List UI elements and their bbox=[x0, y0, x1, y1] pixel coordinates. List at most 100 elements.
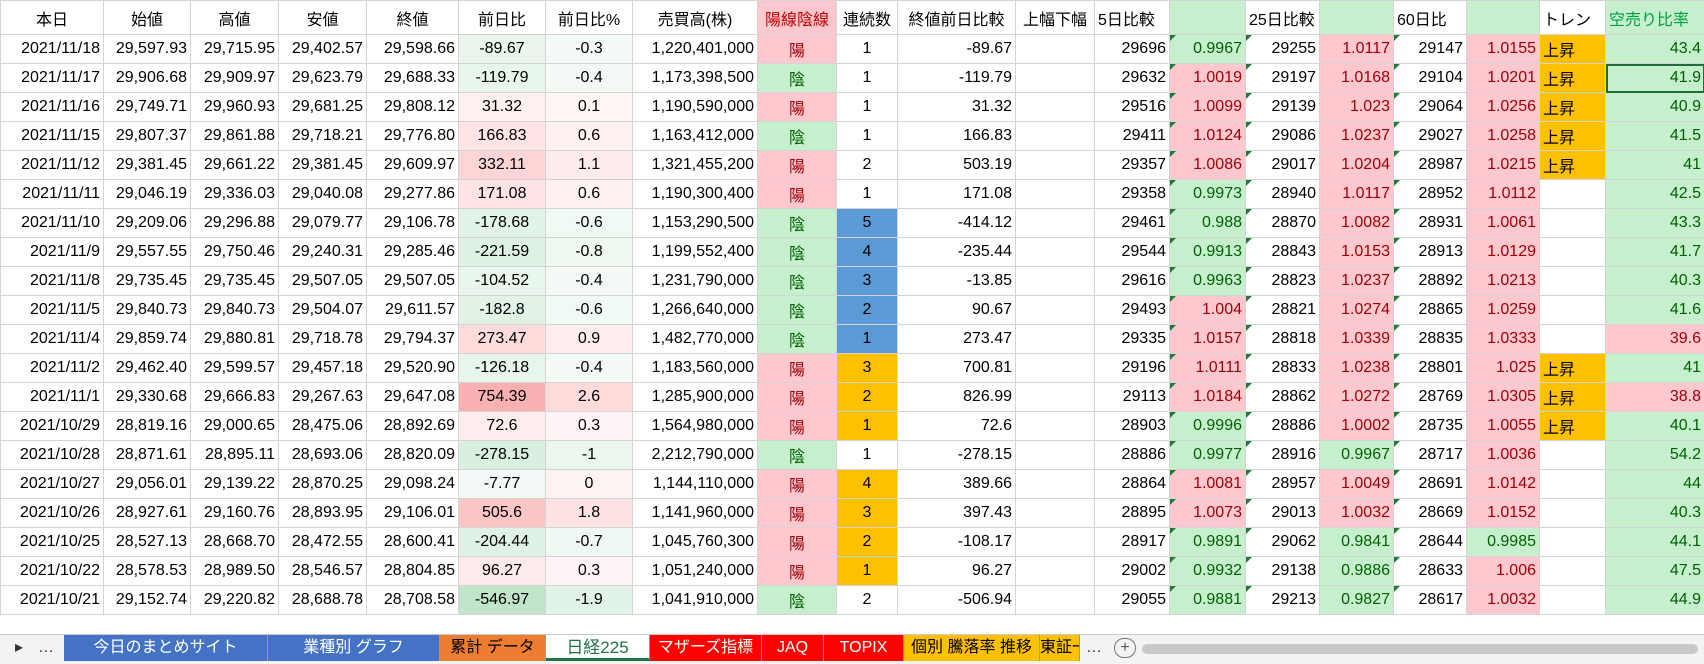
cell[interactable] bbox=[1015, 527, 1095, 557]
cell[interactable]: 1,183,560,000 bbox=[632, 353, 758, 383]
cell[interactable]: -546.97 bbox=[458, 585, 546, 615]
cell[interactable]: 28,927.61 bbox=[103, 498, 191, 528]
cell[interactable]: 29,661.22 bbox=[190, 150, 279, 180]
cell[interactable]: 1.006 bbox=[1466, 556, 1540, 586]
cell[interactable]: 1.025 bbox=[1466, 353, 1540, 383]
cell[interactable]: 31.32 bbox=[458, 92, 546, 122]
cell[interactable]: 28865 bbox=[1393, 295, 1467, 325]
cell[interactable]: 28833 bbox=[1245, 353, 1320, 383]
cell[interactable]: 0.6 bbox=[545, 121, 633, 151]
cell[interactable]: 1.0124 bbox=[1169, 121, 1246, 151]
sheet-tab[interactable]: ▸ bbox=[14, 639, 24, 656]
cell[interactable]: 28892 bbox=[1393, 266, 1467, 296]
cell[interactable] bbox=[1015, 411, 1095, 441]
cell[interactable]: 273.47 bbox=[458, 324, 546, 354]
cell[interactable]: 28987 bbox=[1393, 150, 1467, 180]
cell[interactable]: 陽 bbox=[757, 353, 837, 383]
cell[interactable]: 29,220.82 bbox=[190, 585, 279, 615]
cell[interactable]: -89.67 bbox=[458, 34, 546, 64]
cell[interactable]: 上昇 bbox=[1539, 121, 1606, 151]
cell[interactable]: 28669 bbox=[1393, 498, 1467, 528]
cell[interactable]: 1.0213 bbox=[1466, 266, 1540, 296]
cell[interactable]: 28,892.69 bbox=[366, 411, 459, 441]
cell[interactable] bbox=[1015, 324, 1095, 354]
cell[interactable]: 29,960.93 bbox=[190, 92, 279, 122]
cell[interactable]: 28,819.16 bbox=[103, 411, 191, 441]
header-cell[interactable]: 始値 bbox=[103, 0, 191, 35]
cell[interactable]: 44.1 bbox=[1605, 527, 1704, 557]
cell[interactable]: 陽 bbox=[757, 92, 837, 122]
cell[interactable]: 28,893.95 bbox=[278, 498, 367, 528]
cell[interactable]: -235.44 bbox=[897, 237, 1016, 267]
cell[interactable]: 陰 bbox=[757, 63, 837, 93]
cell[interactable]: 44 bbox=[1605, 469, 1704, 499]
cell[interactable]: 29616 bbox=[1094, 266, 1170, 296]
cell[interactable]: 29,139.22 bbox=[190, 469, 279, 499]
cell[interactable]: 29,688.33 bbox=[366, 63, 459, 93]
cell[interactable]: 2021/11/15 bbox=[0, 121, 104, 151]
cell[interactable]: 1.0157 bbox=[1169, 324, 1246, 354]
cell[interactable]: 29,504.07 bbox=[278, 295, 367, 325]
cell[interactable]: 4 bbox=[836, 237, 898, 267]
cell[interactable]: 72.6 bbox=[897, 411, 1016, 441]
cell[interactable]: 2021/11/9 bbox=[0, 237, 104, 267]
cell[interactable]: -221.59 bbox=[458, 237, 546, 267]
cell[interactable]: 28821 bbox=[1245, 295, 1320, 325]
cell[interactable]: 1.0073 bbox=[1169, 498, 1246, 528]
cell[interactable]: 1 bbox=[836, 63, 898, 93]
cell[interactable]: -0.4 bbox=[545, 353, 633, 383]
cell[interactable]: 28,668.70 bbox=[190, 527, 279, 557]
cell[interactable]: 28903 bbox=[1094, 411, 1170, 441]
cell[interactable]: 上昇 bbox=[1539, 353, 1606, 383]
cell[interactable]: 29,381.45 bbox=[103, 150, 191, 180]
cell[interactable]: 2 bbox=[836, 150, 898, 180]
cell[interactable]: 2021/11/18 bbox=[0, 34, 104, 64]
cell[interactable]: 1.0117 bbox=[1319, 179, 1394, 209]
cell[interactable]: 29,735.45 bbox=[190, 266, 279, 296]
cell[interactable]: 28864 bbox=[1094, 469, 1170, 499]
cell[interactable]: 28,688.78 bbox=[278, 585, 367, 615]
cell[interactable]: 29,457.18 bbox=[278, 353, 367, 383]
cell[interactable]: 2021/10/22 bbox=[0, 556, 104, 586]
cell[interactable]: 1 bbox=[836, 324, 898, 354]
cell[interactable]: -0.8 bbox=[545, 237, 633, 267]
sheet-tab[interactable]: 業種別 グラフ bbox=[268, 635, 440, 661]
cell[interactable]: 28843 bbox=[1245, 237, 1320, 267]
cell[interactable]: 29,609.97 bbox=[366, 150, 459, 180]
cell[interactable]: 2021/11/10 bbox=[0, 208, 104, 238]
cell[interactable]: 96.27 bbox=[458, 556, 546, 586]
cell[interactable]: 2021/11/11 bbox=[0, 179, 104, 209]
cell[interactable]: 28823 bbox=[1245, 266, 1320, 296]
cell[interactable]: 29,861.88 bbox=[190, 121, 279, 151]
cell[interactable]: 1,141,960,000 bbox=[632, 498, 758, 528]
cell[interactable]: 1.0333 bbox=[1466, 324, 1540, 354]
cell[interactable]: 陰 bbox=[757, 295, 837, 325]
cell[interactable]: 1,231,790,000 bbox=[632, 266, 758, 296]
header-cell[interactable]: 安値 bbox=[278, 0, 367, 35]
cell[interactable]: 40.3 bbox=[1605, 498, 1704, 528]
cell[interactable]: 陰 bbox=[757, 237, 837, 267]
cell[interactable]: 0.9881 bbox=[1169, 585, 1246, 615]
cell[interactable]: 2 bbox=[836, 527, 898, 557]
sheet-tab[interactable]: 日経225 bbox=[546, 635, 650, 661]
cell[interactable]: 29,381.45 bbox=[278, 150, 367, 180]
cell[interactable]: 陰 bbox=[757, 121, 837, 151]
cell[interactable]: -89.67 bbox=[897, 34, 1016, 64]
cell[interactable]: 503.19 bbox=[897, 150, 1016, 180]
cell[interactable]: 2021/10/26 bbox=[0, 498, 104, 528]
cell[interactable]: 28957 bbox=[1245, 469, 1320, 499]
cell[interactable] bbox=[1015, 208, 1095, 238]
cell[interactable]: 2 bbox=[836, 295, 898, 325]
cell[interactable]: 3 bbox=[836, 353, 898, 383]
cell[interactable]: 2021/11/1 bbox=[0, 382, 104, 412]
cell[interactable]: 47.5 bbox=[1605, 556, 1704, 586]
cell[interactable]: -278.15 bbox=[897, 440, 1016, 470]
cell[interactable]: 0.1 bbox=[545, 92, 633, 122]
cell[interactable]: 28940 bbox=[1245, 179, 1320, 209]
cell[interactable] bbox=[1539, 208, 1606, 238]
cell[interactable]: 1.0153 bbox=[1319, 237, 1394, 267]
cell[interactable]: 2021/10/21 bbox=[0, 585, 104, 615]
header-cell[interactable]: 本日 bbox=[0, 0, 104, 35]
cell[interactable]: 3 bbox=[836, 266, 898, 296]
cell[interactable] bbox=[1539, 295, 1606, 325]
